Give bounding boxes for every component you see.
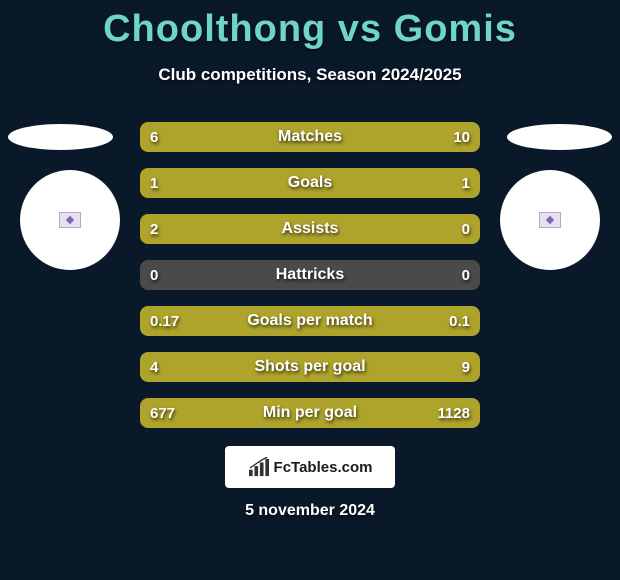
stat-row: 0Hattricks0 bbox=[140, 260, 480, 290]
stat-label: Goals per match bbox=[140, 312, 480, 330]
stat-label: Matches bbox=[140, 128, 480, 146]
page-title: Choolthong vs Gomis bbox=[0, 0, 620, 51]
stat-label: Hattricks bbox=[140, 266, 480, 284]
stat-row: 0.17Goals per match0.1 bbox=[140, 306, 480, 336]
flag-placeholder-icon bbox=[539, 212, 561, 228]
stat-row: 4Shots per goal9 bbox=[140, 352, 480, 382]
date-label: 5 november 2024 bbox=[0, 502, 620, 520]
player-right-badge bbox=[500, 170, 600, 270]
stat-row: 1Goals1 bbox=[140, 168, 480, 198]
stat-value-right: 0 bbox=[462, 267, 470, 284]
flag-placeholder-icon bbox=[59, 212, 81, 228]
branding-text: FcTables.com bbox=[274, 459, 373, 476]
chart-icon bbox=[248, 457, 270, 477]
stat-value-right: 10 bbox=[453, 129, 470, 146]
stat-label: Goals bbox=[140, 174, 480, 192]
stat-value-right: 0.1 bbox=[449, 313, 470, 330]
player-left-ellipse bbox=[8, 124, 113, 150]
stat-row: 2Assists0 bbox=[140, 214, 480, 244]
stat-row: 6Matches10 bbox=[140, 122, 480, 152]
stat-label: Min per goal bbox=[140, 404, 480, 422]
stat-label: Shots per goal bbox=[140, 358, 480, 376]
player-right-ellipse bbox=[507, 124, 612, 150]
player-left-badge bbox=[20, 170, 120, 270]
page-subtitle: Club competitions, Season 2024/2025 bbox=[0, 65, 620, 85]
stat-value-right: 1 bbox=[462, 175, 470, 192]
stat-value-right: 0 bbox=[462, 221, 470, 238]
stats-panel: 6Matches101Goals12Assists00Hattricks00.1… bbox=[140, 122, 480, 444]
stat-row: 677Min per goal1128 bbox=[140, 398, 480, 428]
stat-value-right: 1128 bbox=[437, 405, 470, 422]
stat-label: Assists bbox=[140, 220, 480, 238]
stat-value-right: 9 bbox=[462, 359, 470, 376]
branding-badge: FcTables.com bbox=[225, 446, 395, 488]
